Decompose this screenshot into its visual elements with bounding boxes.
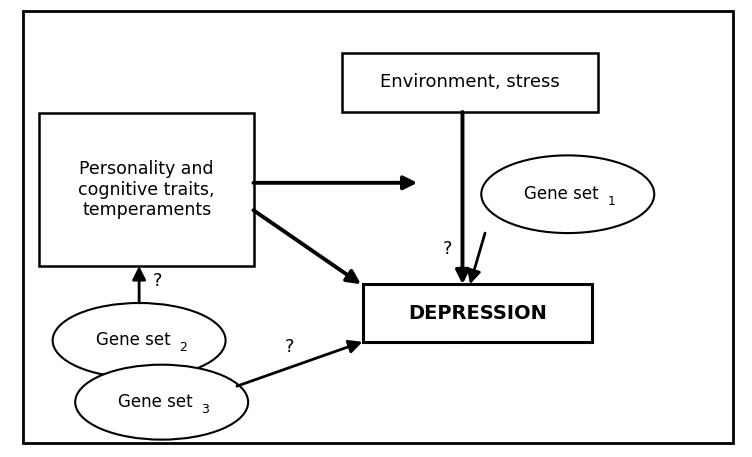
Text: Gene set: Gene set (118, 393, 193, 411)
Ellipse shape (481, 155, 654, 233)
FancyBboxPatch shape (23, 11, 733, 443)
Text: Environment, stress: Environment, stress (380, 73, 560, 91)
Text: 2: 2 (179, 341, 186, 354)
Text: Personality and
cognitive traits,
temperaments: Personality and cognitive traits, temper… (78, 160, 215, 219)
Text: ?: ? (443, 240, 452, 258)
Text: Gene set: Gene set (524, 185, 599, 203)
Text: ?: ? (153, 272, 162, 290)
Text: ?: ? (285, 338, 294, 356)
Text: 3: 3 (202, 403, 209, 415)
Text: 1: 1 (608, 195, 615, 207)
Ellipse shape (75, 365, 248, 440)
Text: Gene set: Gene set (96, 331, 171, 350)
FancyBboxPatch shape (342, 53, 598, 112)
FancyBboxPatch shape (363, 284, 593, 342)
FancyBboxPatch shape (40, 113, 254, 266)
Ellipse shape (53, 303, 226, 378)
Text: DEPRESSION: DEPRESSION (408, 303, 547, 323)
